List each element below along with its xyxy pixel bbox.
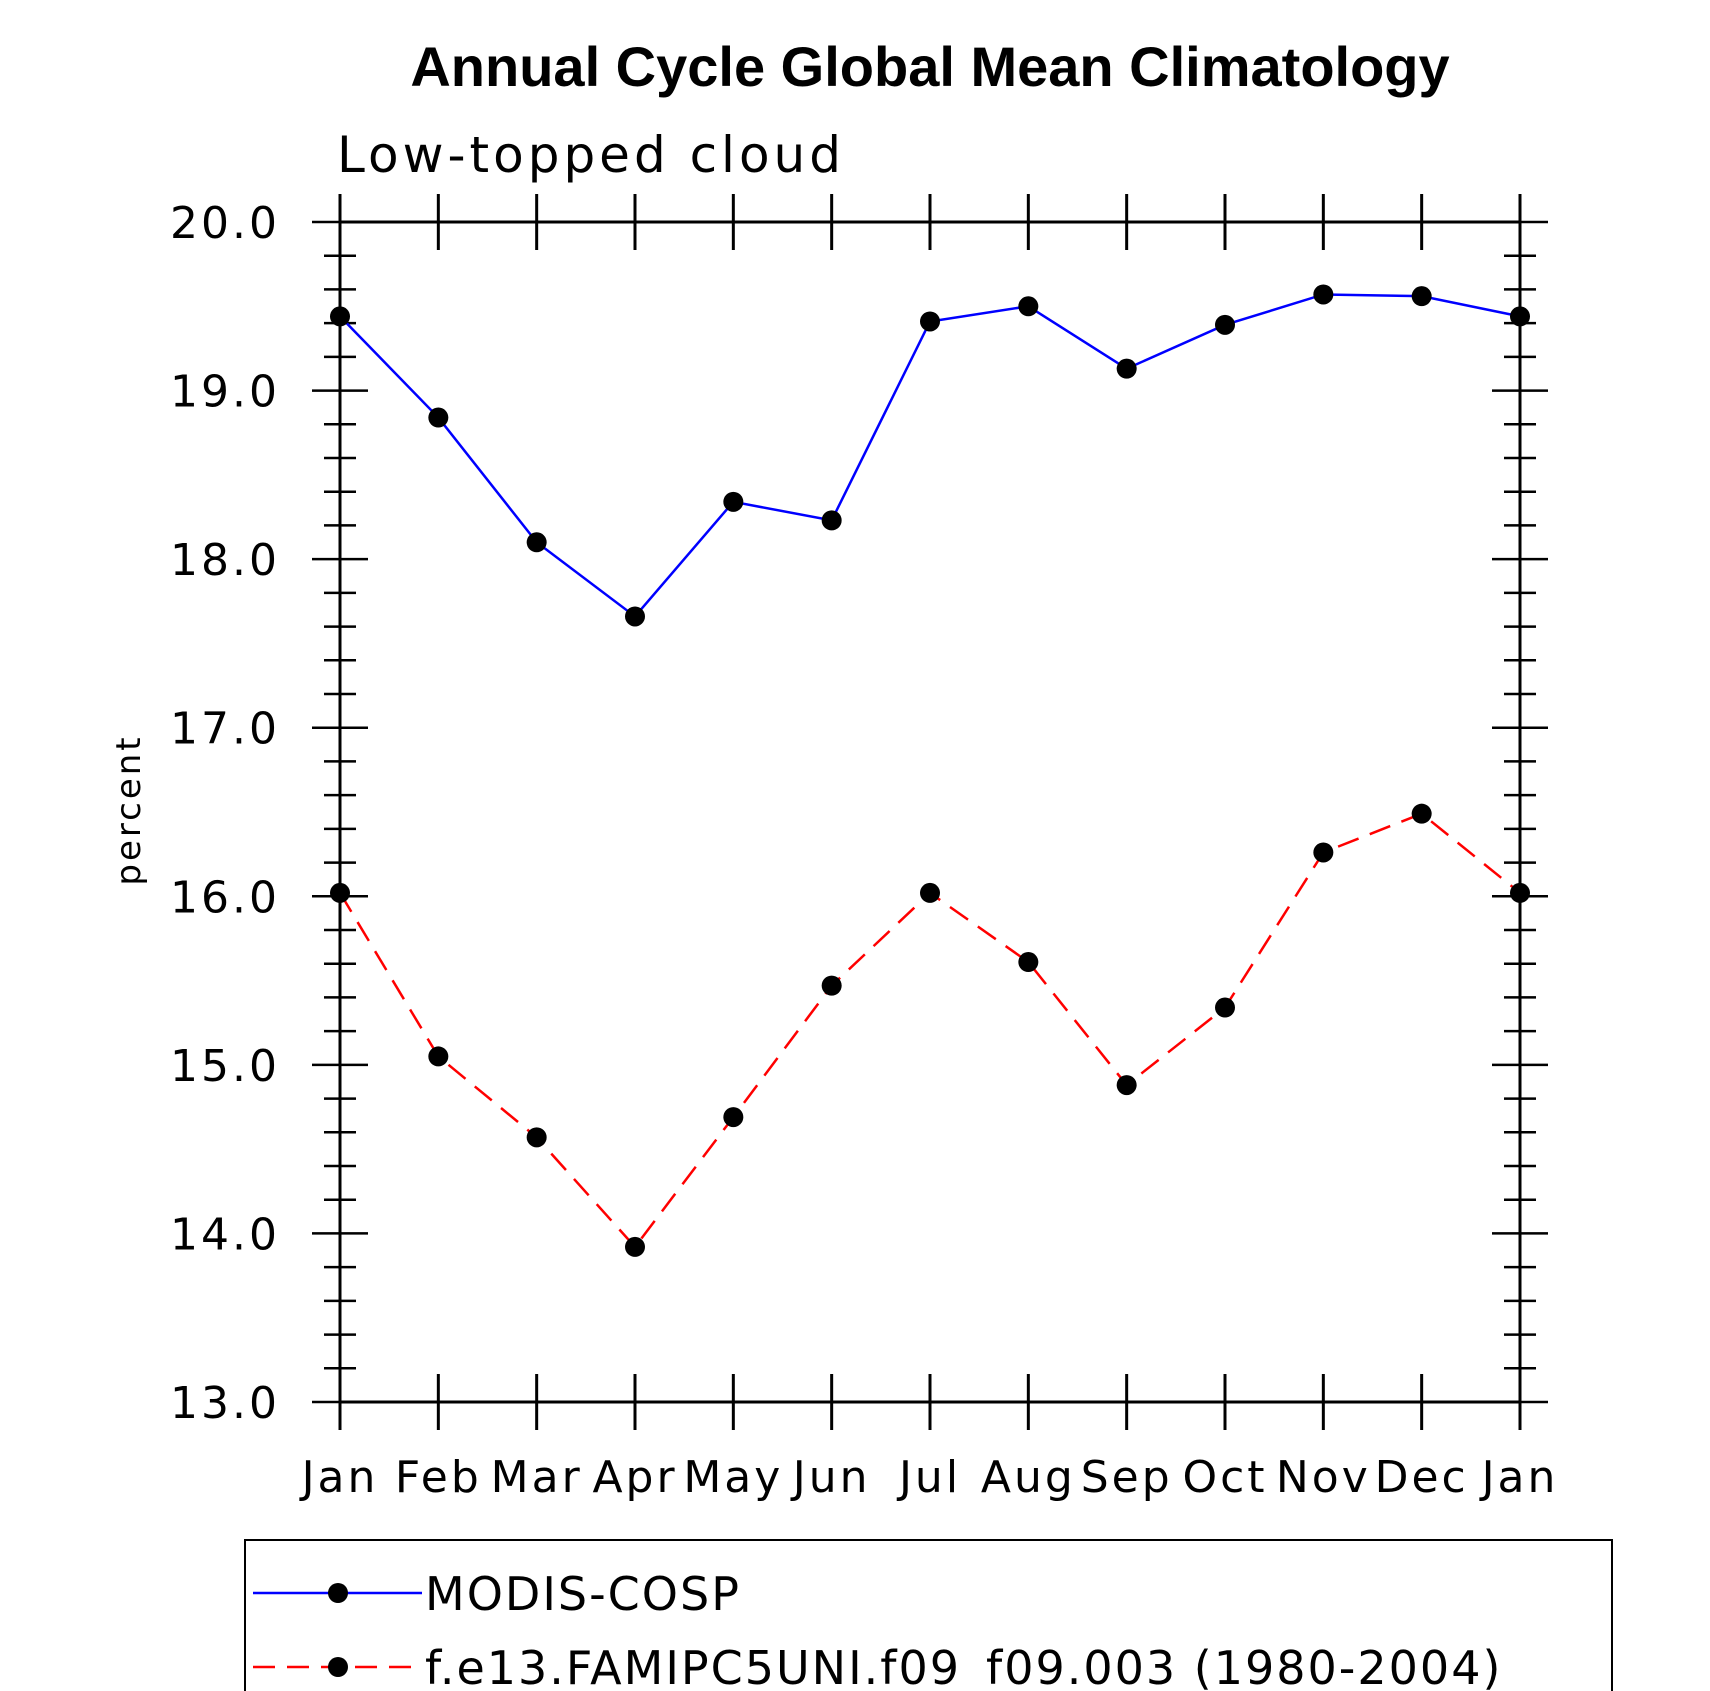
data-point	[330, 882, 350, 903]
chart-subtitle: Low-topped cloud	[337, 126, 845, 184]
legend-item: MODIS-COSP	[253, 1567, 741, 1621]
x-tick-label: Sep	[1081, 1452, 1173, 1503]
data-point	[1116, 358, 1137, 379]
data-point	[1215, 314, 1235, 335]
data-point	[625, 1236, 645, 1257]
data-point	[1510, 306, 1530, 327]
legend-item: f.e13.FAMIPC5UNI.f09_f09.003 (1980-2004)	[253, 1641, 1502, 1691]
data-point	[330, 306, 350, 327]
data-point	[723, 491, 744, 512]
y-tick-label: 15.0	[170, 1041, 280, 1092]
y-tick-label: 18.0	[170, 535, 280, 586]
x-tick-label: Jan	[1479, 1452, 1559, 1503]
legend: MODIS-COSP f.e13.FAMIPC5UNI.f09_f09.003 (…	[244, 1539, 1613, 1691]
x-tick-label: Jan	[299, 1452, 379, 1503]
y-tick-label: 14.0	[170, 1209, 280, 1260]
x-tick-label: May	[683, 1452, 783, 1503]
data-point	[428, 1046, 449, 1067]
y-tick-label: 17.0	[170, 704, 280, 755]
data-point	[1313, 284, 1334, 305]
y-tick-label: 16.0	[170, 872, 280, 923]
x-tick-label: Aug	[981, 1452, 1076, 1503]
series-line	[338, 812, 1521, 1249]
series-model-run	[330, 803, 1530, 1257]
data-point	[723, 1107, 744, 1128]
x-tick-label: Mar	[491, 1452, 583, 1503]
legend-marker	[328, 1657, 348, 1677]
legend-label: MODIS-COSP	[425, 1567, 741, 1621]
data-point	[1116, 1075, 1137, 1096]
data-point	[1018, 952, 1039, 973]
legend-marker	[328, 1583, 348, 1603]
y-tick-labels: 13.0 14.0 15.0 16.0 17.0 18.0 19.0 20.0	[170, 198, 280, 1429]
data-series	[330, 284, 1530, 1257]
data-point	[1018, 296, 1039, 317]
x-tick-label: Oct	[1182, 1452, 1267, 1503]
x-tick-label: Jul	[896, 1452, 961, 1503]
x-tick-label: Feb	[395, 1452, 482, 1503]
legend-label: f.e13.FAMIPC5UNI.f09_f09.003 (1980-2004)	[425, 1641, 1502, 1691]
data-point	[821, 975, 842, 996]
plot-frame	[338, 220, 1522, 1404]
data-point	[1215, 997, 1235, 1018]
x-tick-label: Dec	[1375, 1452, 1469, 1503]
data-point	[526, 1127, 547, 1148]
data-point	[1411, 286, 1432, 307]
data-point	[1313, 842, 1334, 863]
x-tick-label: Nov	[1276, 1452, 1371, 1503]
legend-box	[244, 1539, 1613, 1691]
y-axis-label: percent	[109, 734, 149, 885]
data-point	[1411, 803, 1432, 824]
y-tick-label: 19.0	[170, 367, 280, 418]
data-point	[1510, 882, 1530, 903]
data-point	[920, 882, 940, 903]
y-tick-label: 20.0	[170, 198, 280, 249]
data-point	[428, 407, 449, 428]
data-point	[920, 311, 940, 332]
data-point	[821, 510, 842, 531]
series-modis-cosp	[330, 284, 1530, 627]
series-line	[339, 293, 1521, 619]
axis-ticks	[312, 194, 1548, 1430]
data-point	[526, 532, 547, 553]
x-tick-label: Apr	[592, 1452, 677, 1503]
chart-title: Annual Cycle Global Mean Climatology	[410, 35, 1449, 98]
data-point	[625, 606, 645, 627]
y-tick-label: 13.0	[170, 1378, 280, 1429]
x-tick-label: Jun	[790, 1452, 871, 1503]
x-tick-labels: Jan Feb Mar Apr May Jun Jul Aug Sep Oct Nov Dec Jan	[299, 1452, 1559, 1503]
